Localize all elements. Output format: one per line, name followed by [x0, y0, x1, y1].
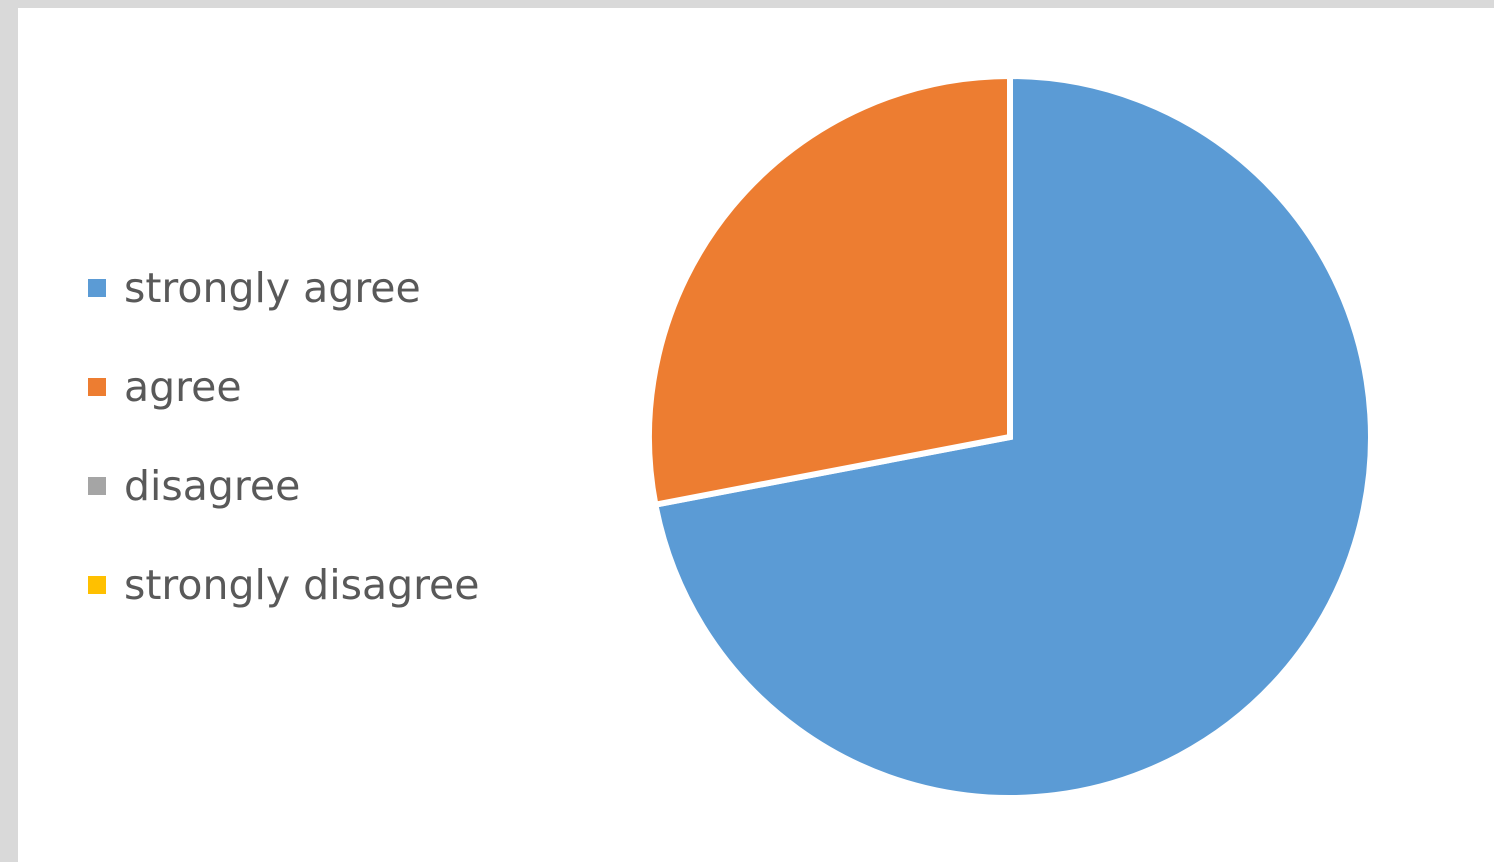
legend-swatch: [88, 477, 106, 495]
legend: strongly agree agree disagree strongly d…: [88, 263, 568, 659]
legend-label: agree: [124, 363, 242, 411]
legend-label: strongly agree: [124, 264, 421, 312]
legend-item-agree: agree: [88, 362, 568, 412]
legend-swatch: [88, 279, 106, 297]
legend-label: strongly disagree: [124, 561, 480, 609]
legend-item-strongly-disagree: strongly disagree: [88, 560, 568, 610]
legend-swatch: [88, 576, 106, 594]
legend-item-disagree: disagree: [88, 461, 568, 511]
pie-slice-agree: [646, 72, 1013, 509]
legend-swatch: [88, 378, 106, 396]
legend-label: disagree: [124, 462, 301, 510]
legend-item-strongly-agree: strongly agree: [88, 263, 568, 313]
pie-slice-strongly-agree: [651, 72, 1374, 801]
